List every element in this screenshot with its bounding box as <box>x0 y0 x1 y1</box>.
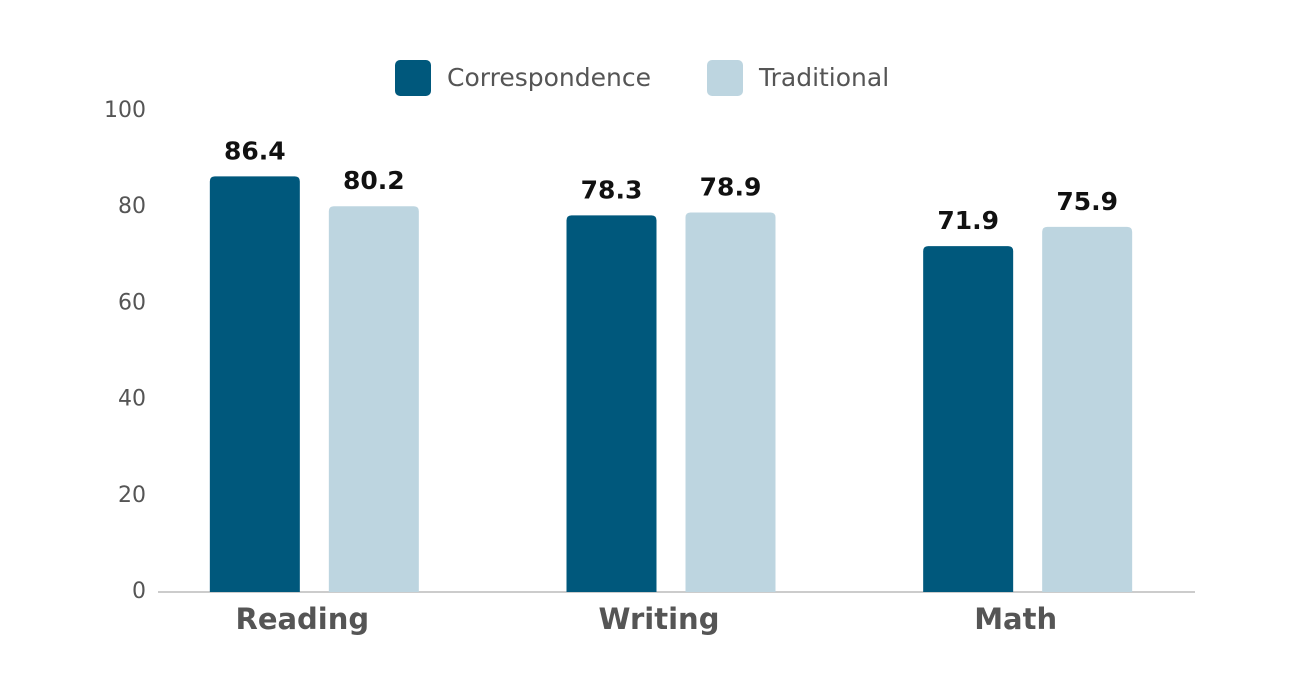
y-tick-label: 80 <box>118 194 146 219</box>
value-label: 80.2 <box>343 166 405 195</box>
bar <box>1042 226 1133 592</box>
value-label: 75.9 <box>1056 187 1118 216</box>
bar <box>209 176 300 592</box>
y-tick-label: 20 <box>118 483 146 508</box>
y-tick-label: 0 <box>132 579 146 604</box>
x-tick-label: Math <box>974 602 1057 636</box>
legend-label: Traditional <box>758 63 889 92</box>
y-tick-label: 40 <box>118 387 146 412</box>
value-label: 78.3 <box>581 175 643 204</box>
legend-swatch <box>395 60 431 96</box>
x-tick-label: Writing <box>599 602 720 636</box>
value-label: 86.4 <box>224 136 286 165</box>
value-label: 78.9 <box>700 172 762 201</box>
bar <box>566 215 657 592</box>
legend-label: Correspondence <box>447 63 651 92</box>
y-tick-label: 60 <box>118 290 146 315</box>
value-label: 71.9 <box>937 206 999 235</box>
y-tick-label: 100 <box>104 98 146 123</box>
bar <box>328 206 419 592</box>
bar <box>923 246 1014 592</box>
bar <box>685 212 776 592</box>
x-tick-label: Reading <box>235 602 369 636</box>
legend-swatch <box>707 60 743 96</box>
